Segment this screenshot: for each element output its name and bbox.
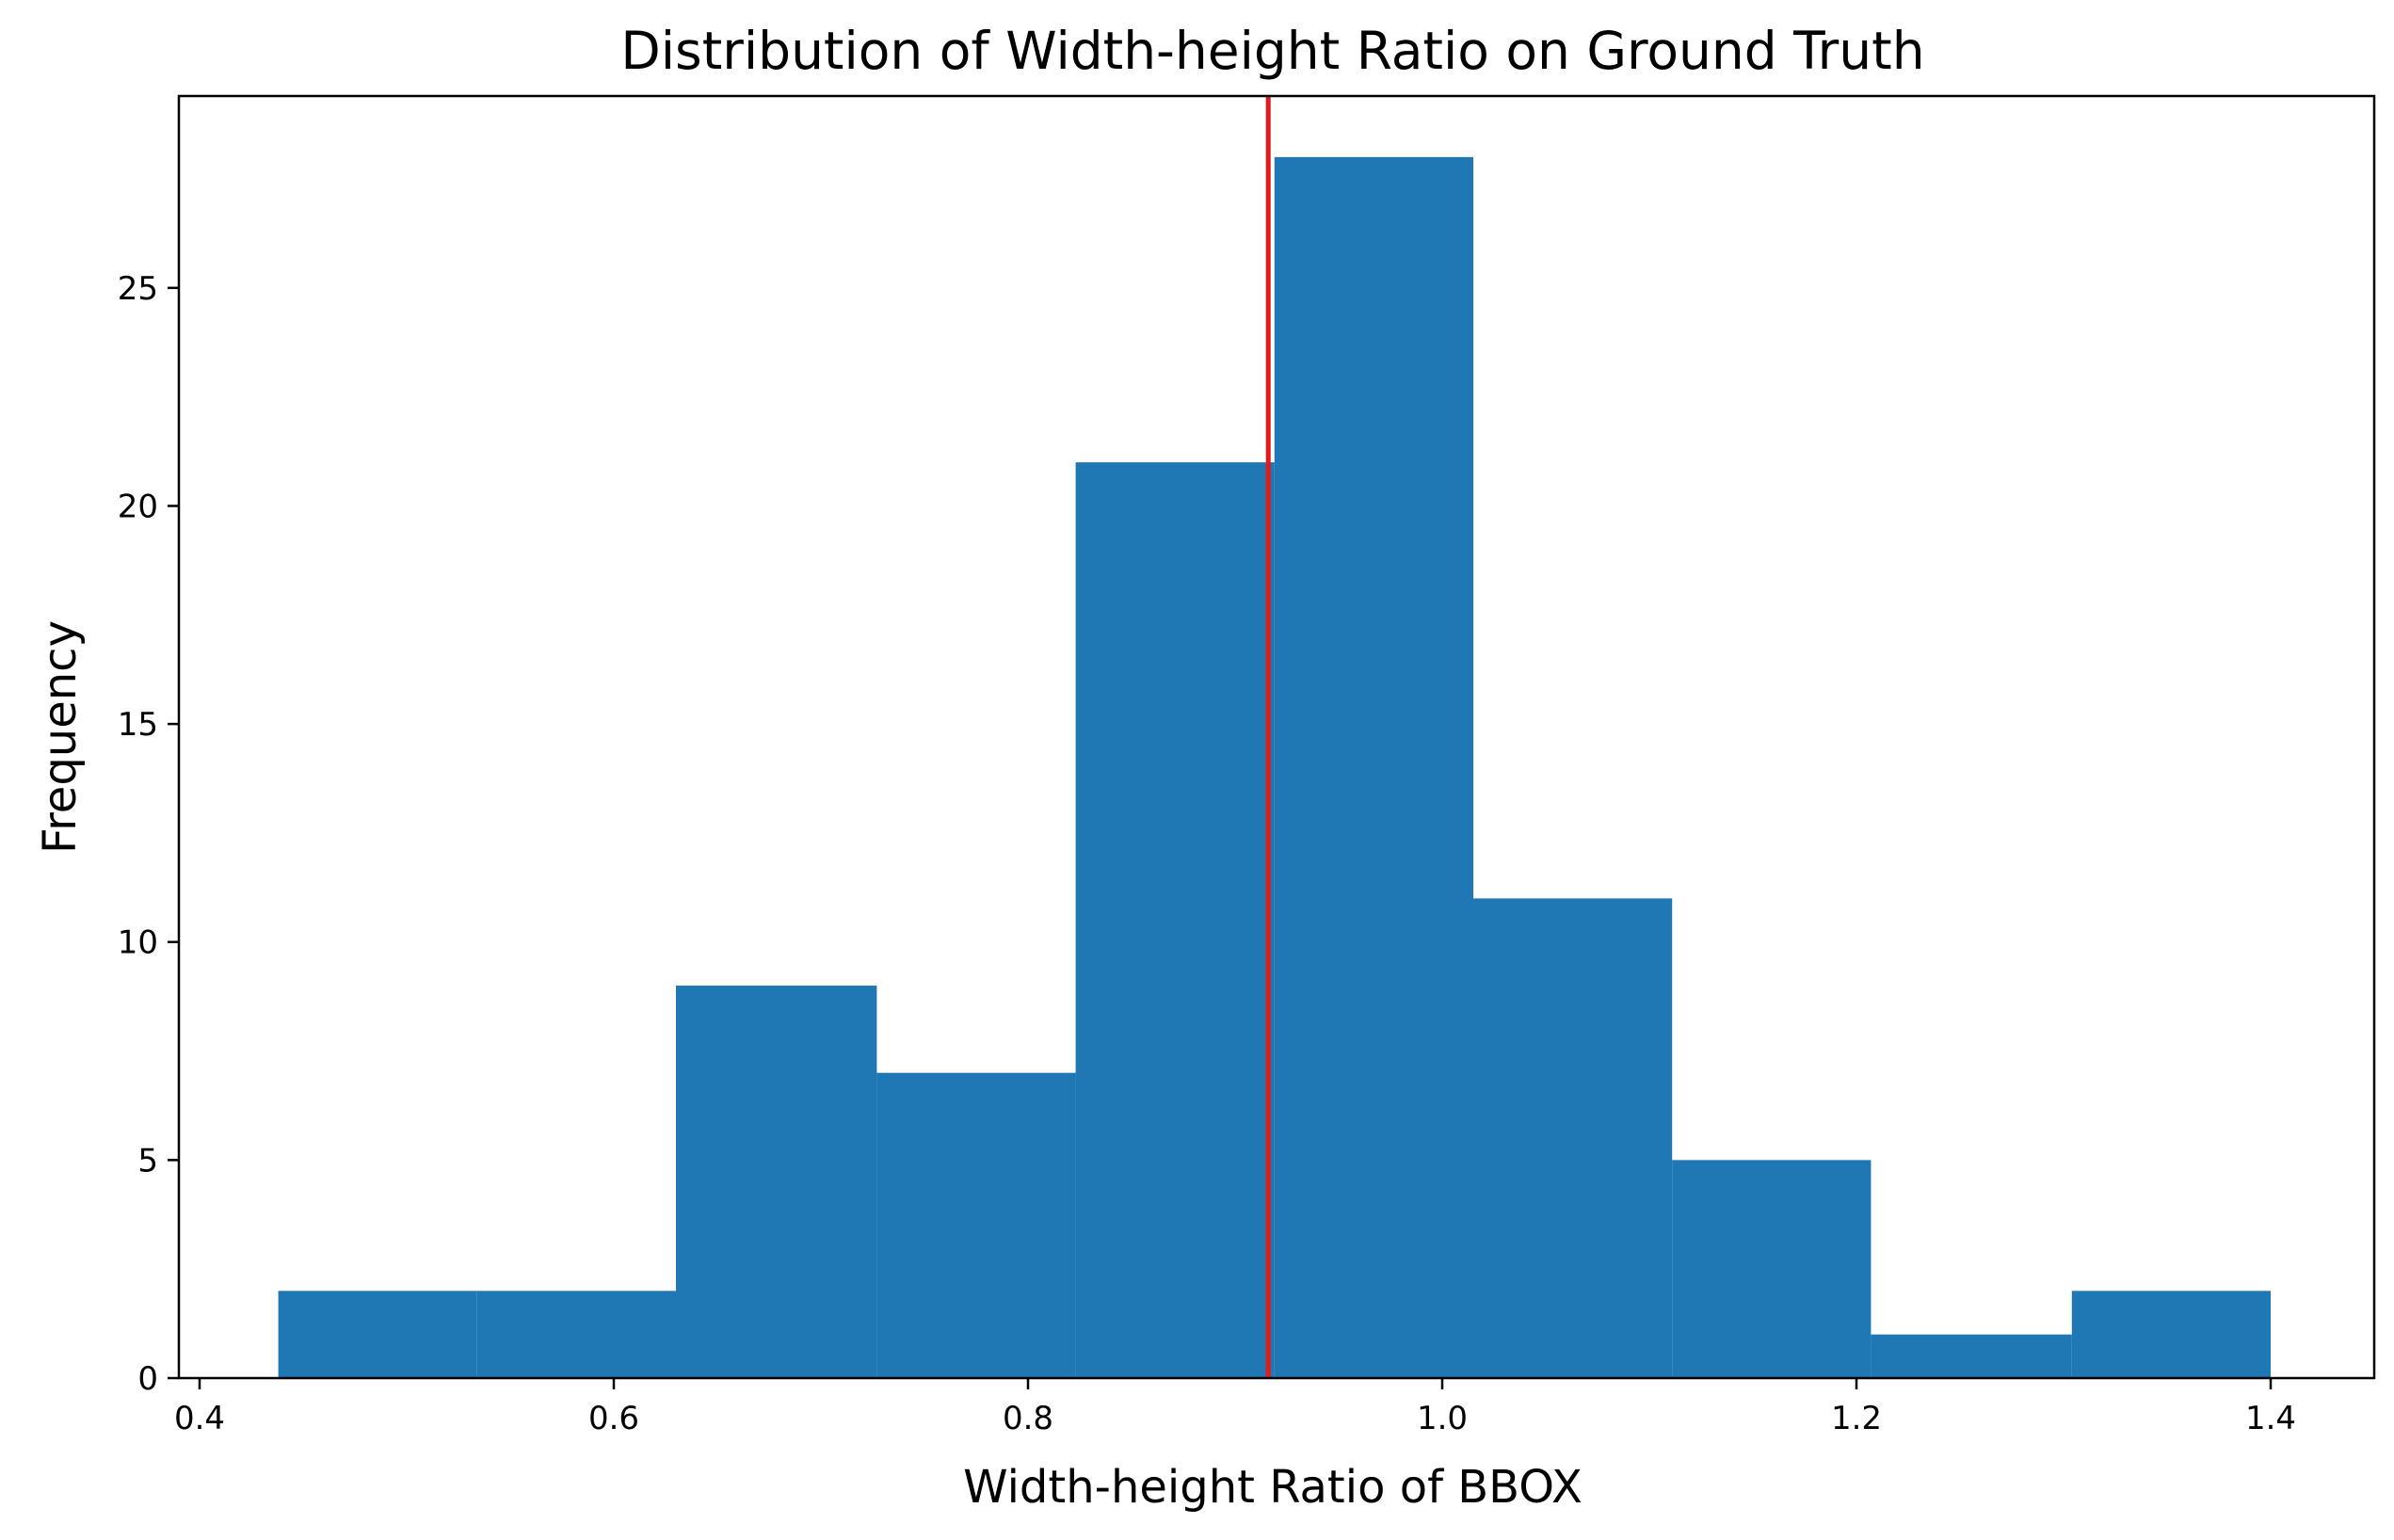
y-tick-label: 10 [118, 924, 158, 962]
y-tick-label: 15 [118, 706, 158, 744]
chart-title: Distribution of Width-height Ratio on Gr… [620, 21, 1924, 81]
y-tick-label: 5 [137, 1142, 158, 1179]
plot-frame [177, 94, 2376, 1380]
y-tick-label: 20 [118, 488, 158, 525]
histogram-bar [2071, 1291, 2271, 1378]
x-tick-label: 1.4 [2245, 1400, 2296, 1437]
x-tick-label: 1.2 [1831, 1400, 1882, 1437]
x-tick-label: 0.4 [174, 1400, 225, 1437]
x-tick-label: 0.8 [1003, 1400, 1053, 1437]
y-axis-label: Frequency [34, 620, 87, 854]
x-axis-label: Width-height Ratio of BBOX [963, 1461, 1583, 1514]
histogram-bar [1473, 898, 1673, 1378]
y-tick-label: 0 [137, 1360, 158, 1398]
x-tick-label: 1.0 [1417, 1400, 1468, 1437]
histogram-bar [278, 1291, 477, 1378]
histogram-bar [1672, 1160, 1872, 1378]
y-tick-label: 25 [118, 270, 158, 308]
histogram-bar [676, 986, 877, 1378]
bars-group [278, 156, 2271, 1379]
histogram-bar [1274, 156, 1473, 1378]
histogram-bar [1871, 1334, 2072, 1378]
x-tick-label: 0.6 [588, 1400, 639, 1437]
histogram-bar [476, 1291, 676, 1378]
x-axis-ticks: 0.4 0.6 0.8 1.0 1.2 1.4 [174, 1378, 2296, 1437]
histogram-bar [1075, 462, 1275, 1379]
y-axis-ticks: 0 5 10 15 20 25 [118, 270, 179, 1398]
histogram-bar [876, 1072, 1076, 1378]
